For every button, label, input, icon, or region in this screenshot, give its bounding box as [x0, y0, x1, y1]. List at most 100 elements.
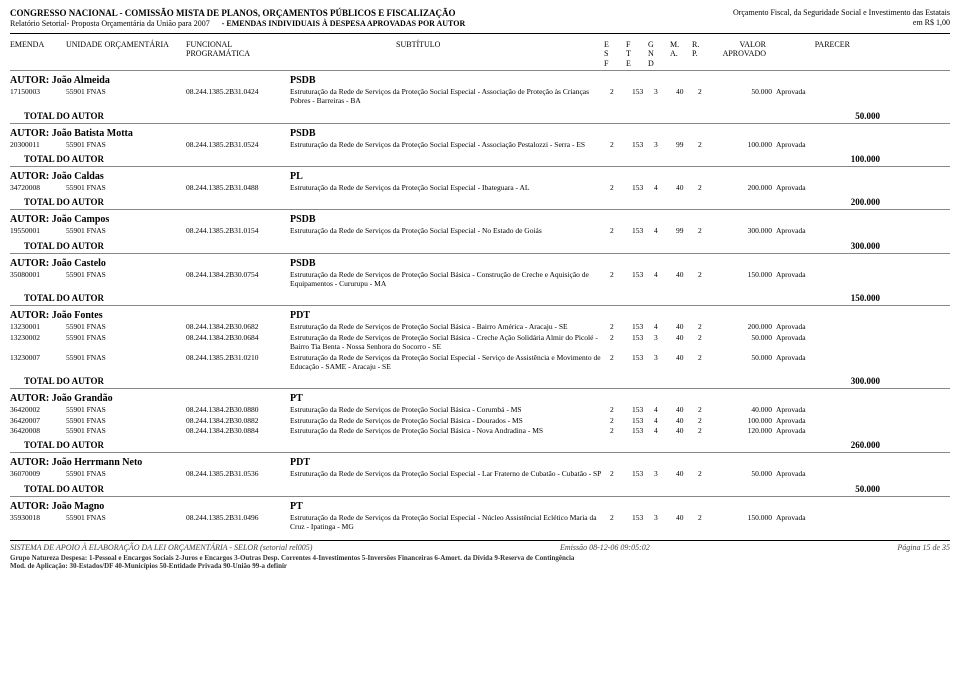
valor-cell: 200.000	[720, 183, 776, 192]
author-name: AUTOR: João Almeida	[10, 75, 290, 86]
e-cell: 2	[610, 140, 632, 149]
sub-cell: Estruturação da Rede de Serviços da Prot…	[290, 226, 610, 235]
r-cell: 2	[698, 270, 720, 289]
subreport-name: - EMENDAS INDIVIDUAIS À DESPESA APROVADA…	[222, 19, 466, 28]
total-value: 300.000	[830, 376, 950, 386]
g-cell: 3	[654, 353, 676, 372]
footer: SISTEMA DE APOIO À ELABORAÇÃO DA LEI ORÇ…	[10, 540, 950, 552]
m-cell: 40	[676, 183, 698, 192]
parecer-cell: Aprovada	[776, 270, 836, 289]
func-cell: 08.244.1385.2B31.0496	[186, 513, 290, 532]
total-label: TOTAL DO AUTOR	[10, 241, 830, 251]
author-party: PSDB	[290, 128, 316, 139]
author-party: PDT	[290, 457, 310, 468]
total-label: TOTAL DO AUTOR	[10, 197, 830, 207]
table-row: 2030001155901 FNAS08.244.1385.2B31.0524E…	[10, 140, 950, 149]
valor-cell: 120.000	[720, 426, 776, 435]
table-row: 3472000855901 FNAS08.244.1385.2B31.0488E…	[10, 183, 950, 192]
g-cell: 3	[654, 469, 676, 478]
table-row: 1323000255901 FNAS08.244.1384.2B30.0684E…	[10, 333, 950, 352]
g-cell: 4	[654, 322, 676, 331]
total-value: 300.000	[830, 241, 950, 251]
f-cell: 153	[632, 322, 654, 331]
func-cell: 08.244.1384.2B30.0682	[186, 322, 290, 331]
groups-container: AUTOR: João AlmeidaPSDB1715000355901 FNA…	[10, 75, 950, 532]
emenda-cell: 35080001	[10, 270, 66, 289]
c5a: E	[604, 40, 609, 49]
author-group: AUTOR: João CaldasPL3472000855901 FNAS08…	[10, 171, 950, 210]
emenda-cell: 19550001	[10, 226, 66, 235]
func-cell: 08.244.1385.2B31.0424	[186, 87, 290, 106]
r-cell: 2	[698, 426, 720, 435]
c6a: F	[626, 40, 630, 49]
table-row: 3508000155901 FNAS08.244.1384.2B30.0754E…	[10, 270, 950, 289]
f-cell: 153	[632, 270, 654, 289]
author-name: AUTOR: João Batista Motta	[10, 128, 290, 139]
f-cell: 153	[632, 183, 654, 192]
author-group: AUTOR: João AlmeidaPSDB1715000355901 FNA…	[10, 75, 950, 124]
f-cell: 153	[632, 426, 654, 435]
r-cell: 2	[698, 140, 720, 149]
func-cell: 08.244.1385.2B31.0210	[186, 353, 290, 372]
e-cell: 2	[610, 353, 632, 372]
author-name: AUTOR: João Herrmann Neto	[10, 457, 290, 468]
f-cell: 153	[632, 513, 654, 532]
header-right-2: em R$ 1,00	[733, 18, 950, 28]
parecer-cell: Aprovada	[776, 426, 836, 435]
f-cell: 153	[632, 353, 654, 372]
total-line: TOTAL DO AUTOR100.000	[10, 152, 950, 167]
e-cell: 2	[610, 426, 632, 435]
g-cell: 4	[654, 226, 676, 235]
valor-cell: 40.000	[720, 405, 776, 414]
total-line: TOTAL DO AUTOR200.000	[10, 195, 950, 210]
table-row: 1955000155901 FNAS08.244.1385.2B31.0154E…	[10, 226, 950, 235]
author-group: AUTOR: João FontesPDT1323000155901 FNAS0…	[10, 310, 950, 389]
f-cell: 153	[632, 87, 654, 106]
sub-cell: Estruturação da Rede de Serviços de Prot…	[290, 416, 610, 425]
emenda-cell: 34720008	[10, 183, 66, 192]
parecer-cell: Aprovada	[776, 469, 836, 478]
valor-cell: 100.000	[720, 140, 776, 149]
parecer-cell: Aprovada	[776, 183, 836, 192]
f-cell: 153	[632, 416, 654, 425]
col-uo: UNIDADE ORÇAMENTÁRIA	[66, 40, 186, 68]
func-cell: 08.244.1385.2B31.0154	[186, 226, 290, 235]
func-cell: 08.244.1384.2B30.0754	[186, 270, 290, 289]
report-line: Relatório Setorial- Proposta Orçamentári…	[10, 19, 465, 29]
total-label: TOTAL DO AUTOR	[10, 111, 830, 121]
uo-cell: 55901 FNAS	[66, 183, 186, 192]
g-cell: 3	[654, 140, 676, 149]
parecer-cell: Aprovada	[776, 140, 836, 149]
col-fte: F T E	[626, 40, 648, 68]
author-party: PT	[290, 393, 303, 404]
uo-cell: 55901 FNAS	[66, 405, 186, 414]
g-cell: 3	[654, 513, 676, 532]
sub-cell: Estruturação da Rede de Serviços da Prot…	[290, 469, 610, 478]
table-row: 3642000255901 FNAS08.244.1384.2B30.0880E…	[10, 405, 950, 414]
emenda-cell: 36420008	[10, 426, 66, 435]
r-cell: 2	[698, 333, 720, 352]
table-row: 3593001855901 FNAS08.244.1385.2B31.0496E…	[10, 513, 950, 532]
parecer-cell: Aprovada	[776, 416, 836, 425]
uo-cell: 55901 FNAS	[66, 140, 186, 149]
m-cell: 40	[676, 513, 698, 532]
m-cell: 40	[676, 469, 698, 478]
c7b: N	[648, 49, 654, 58]
col-gnd: G N D	[648, 40, 670, 68]
uo-cell: 55901 FNAS	[66, 469, 186, 478]
col-emenda: EMENDA	[10, 40, 66, 68]
valor-cell: 50.000	[720, 333, 776, 352]
sub-cell: Estruturação da Rede de Serviços de Prot…	[290, 333, 610, 352]
func-cell: 08.244.1384.2B30.0882	[186, 416, 290, 425]
parecer-cell: Aprovada	[776, 513, 836, 532]
r-cell: 2	[698, 416, 720, 425]
total-line: TOTAL DO AUTOR300.000	[10, 239, 950, 254]
author-line: AUTOR: João CaldasPL	[10, 171, 950, 182]
report-header: CONGRESSO NACIONAL - COMISSÃO MISTA DE P…	[10, 8, 950, 29]
e-cell: 2	[610, 333, 632, 352]
g-cell: 4	[654, 183, 676, 192]
valor-cell: 50.000	[720, 353, 776, 372]
header-left: CONGRESSO NACIONAL - COMISSÃO MISTA DE P…	[10, 8, 465, 29]
author-party: PT	[290, 501, 303, 512]
m-cell: 99	[676, 226, 698, 235]
